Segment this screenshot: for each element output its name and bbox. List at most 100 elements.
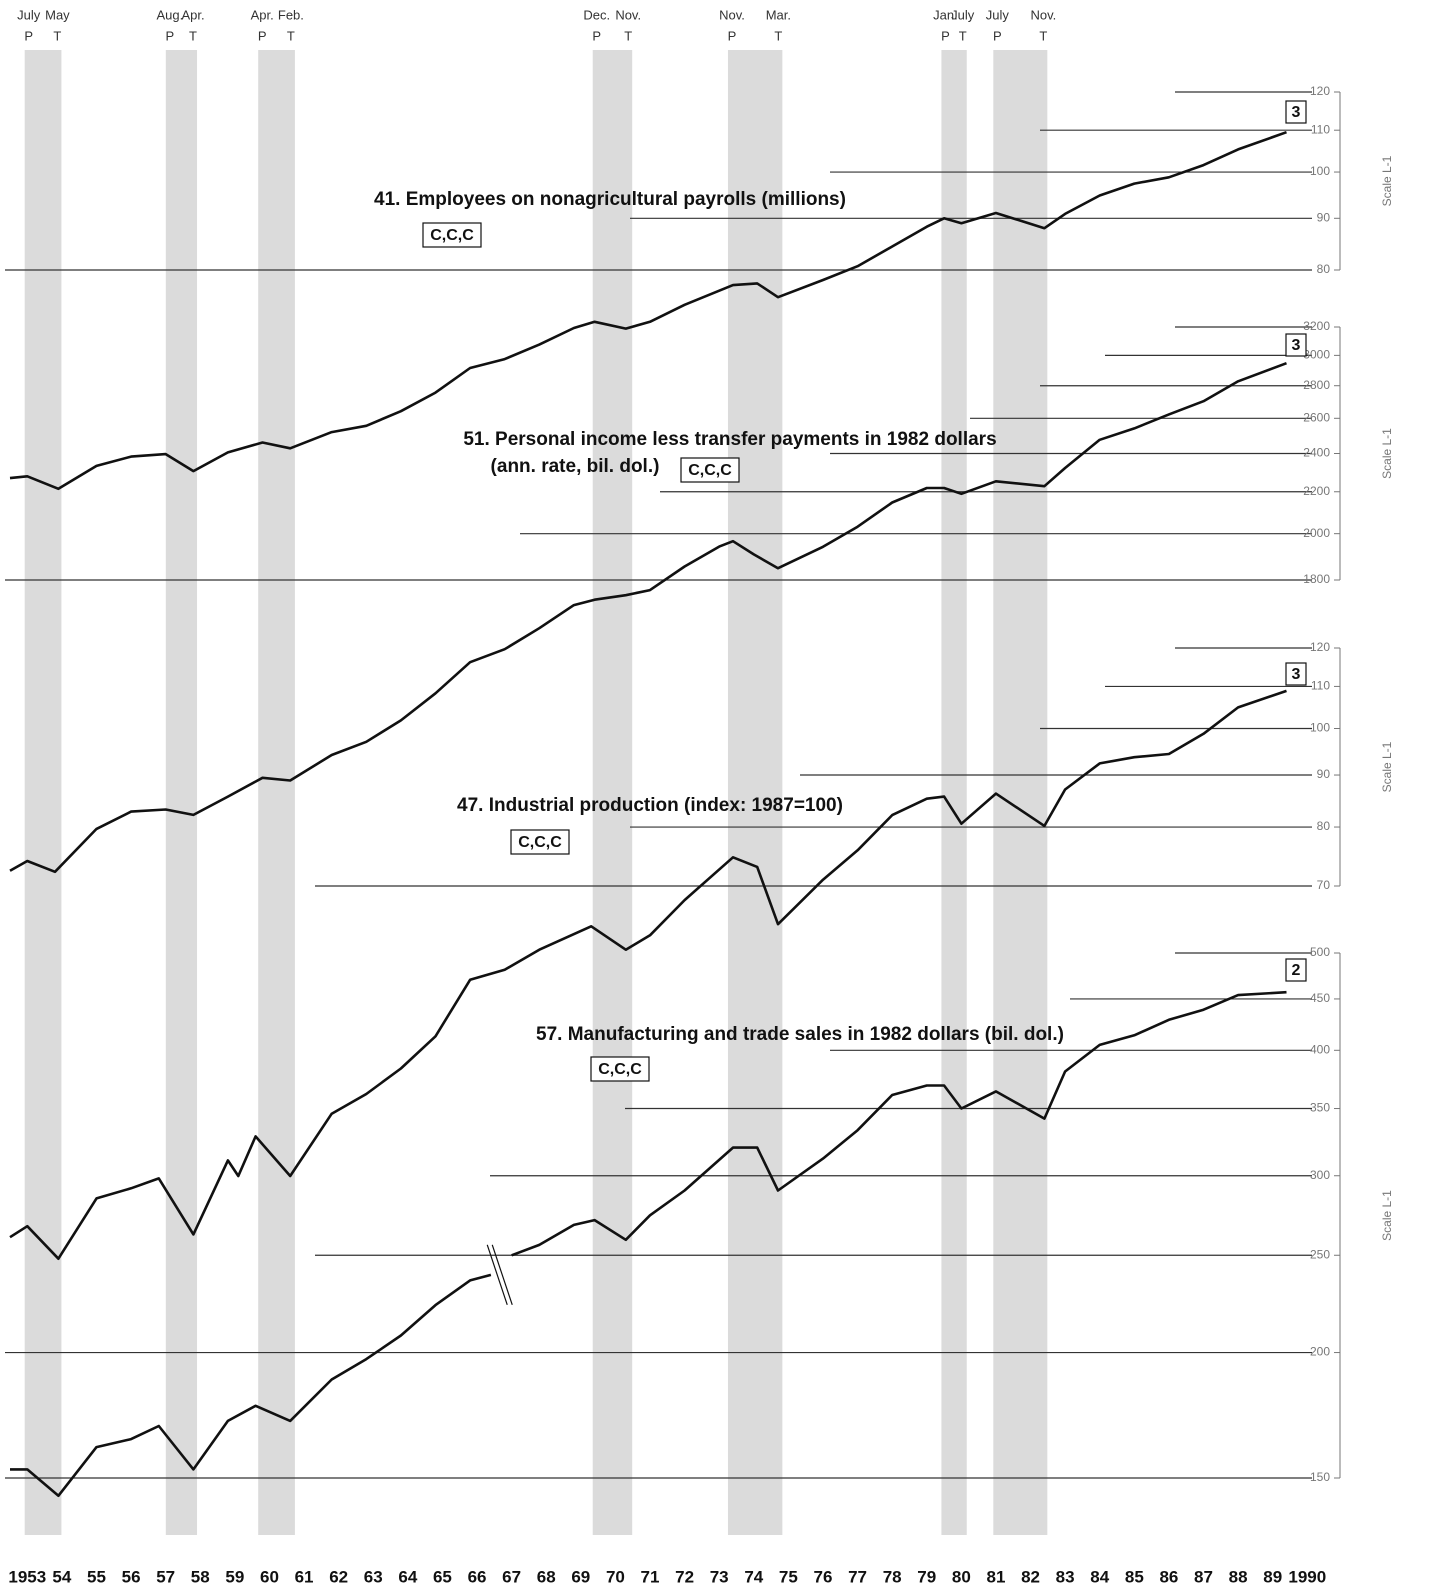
y-tick-label: 2200 xyxy=(1303,484,1330,498)
turning-point-phase: T xyxy=(774,28,782,43)
x-tick-label: 83 xyxy=(1056,1567,1075,1586)
line-layer xyxy=(9,130,1287,1498)
x-tick-label: 82 xyxy=(1021,1567,1040,1586)
code-label: C,C,C xyxy=(430,227,474,244)
y-tick-label: 110 xyxy=(1311,122,1330,136)
x-tick-label: 74 xyxy=(744,1567,763,1586)
turning-point-phase: T xyxy=(53,28,61,43)
turning-point-month: Mar. xyxy=(766,7,791,22)
y-tick-label: 400 xyxy=(1310,1042,1330,1056)
turning-point-phase: T xyxy=(189,28,197,43)
x-tick-label: 72 xyxy=(675,1567,694,1586)
turning-point-phase: T xyxy=(1039,28,1047,43)
y-tick-label: 70 xyxy=(1317,878,1331,892)
turning-point-phase: T xyxy=(287,28,295,43)
y-tick-label: 2000 xyxy=(1303,526,1330,540)
turning-point-month: July xyxy=(17,7,41,22)
x-tick-label: 87 xyxy=(1194,1567,1213,1586)
panel-title: 51. Personal income less transfer paymen… xyxy=(463,429,996,450)
code-box xyxy=(422,222,482,248)
turning-point-month: Nov. xyxy=(615,7,641,22)
x-tick-label: 88 xyxy=(1229,1567,1248,1586)
x-tick-label: 80 xyxy=(952,1567,971,1586)
turning-point-month: July xyxy=(951,7,975,22)
code-label: C,C,C xyxy=(688,462,732,479)
axis-scale-label: Scale L-1 xyxy=(1380,428,1394,479)
y-tick-label: 90 xyxy=(1317,210,1331,224)
turning-point-month: July xyxy=(986,7,1010,22)
x-tick-label: 55 xyxy=(87,1567,106,1586)
break-mark xyxy=(491,1244,513,1306)
turning-point-phase: P xyxy=(592,28,601,43)
turning-point-phase: P xyxy=(165,28,174,43)
x-tick-label: 76 xyxy=(814,1567,833,1586)
x-tick-label: 62 xyxy=(329,1567,348,1586)
y-tick-label: 450 xyxy=(1310,991,1330,1005)
badge-box xyxy=(1285,333,1307,357)
turning-point-month: Dec. xyxy=(583,7,610,22)
x-tick-label: 73 xyxy=(710,1567,729,1586)
grid-layer xyxy=(5,91,1341,1479)
code-box xyxy=(590,1056,650,1082)
y-tick-label: 100 xyxy=(1310,164,1330,178)
x-tick-label: 69 xyxy=(571,1567,590,1586)
code-box xyxy=(680,457,740,483)
y-tick-label: 3200 xyxy=(1303,319,1330,333)
x-tick-label: 84 xyxy=(1090,1567,1109,1586)
x-tick-label: 68 xyxy=(537,1567,556,1586)
turning-point-phase: P xyxy=(24,28,33,43)
x-tick-label: 65 xyxy=(433,1567,452,1586)
turning-point-phase: T xyxy=(959,28,967,43)
recession-band xyxy=(24,50,62,1535)
x-tick-label: 75 xyxy=(779,1567,798,1586)
x-tick-label: 77 xyxy=(848,1567,867,1586)
axis-scale-label: Scale L-1 xyxy=(1380,155,1394,206)
turning-point-month: May xyxy=(45,7,70,22)
badge-box xyxy=(1285,662,1307,686)
x-tick-label: 86 xyxy=(1159,1567,1178,1586)
recession-band xyxy=(592,50,633,1535)
panel-subtitle: (ann. rate, bil. dol.) xyxy=(491,456,660,477)
y-tick-label: 200 xyxy=(1310,1345,1330,1359)
break-mark xyxy=(486,1244,508,1306)
y-tick-label: 2800 xyxy=(1303,378,1330,392)
x-tick-label: 63 xyxy=(364,1567,383,1586)
y-tick-label: 2600 xyxy=(1303,410,1330,424)
turning-point-month: Aug. xyxy=(156,7,183,22)
x-tick-label: 79 xyxy=(917,1567,936,1586)
series-line xyxy=(9,361,1287,874)
y-tick-label: 2400 xyxy=(1303,446,1330,460)
badge-label: 3 xyxy=(1292,104,1301,121)
badge-label: 3 xyxy=(1292,337,1301,354)
panel-title: 47. Industrial production (index: 1987=1… xyxy=(457,795,843,816)
turning-point-month: Jan. xyxy=(933,7,958,22)
x-tick-label: 54 xyxy=(52,1567,71,1586)
badge-label: 2 xyxy=(1292,962,1301,979)
x-tick-label: 89 xyxy=(1263,1567,1282,1586)
x-tick-label: 67 xyxy=(502,1567,521,1586)
series-line xyxy=(9,130,1287,491)
axis-scale-label: Scale L-1 xyxy=(1380,1190,1394,1241)
y-tick-label: 120 xyxy=(1310,640,1330,654)
turning-point-phase: P xyxy=(941,28,950,43)
y-tick-label: 80 xyxy=(1317,819,1331,833)
x-tick-label: 1953 xyxy=(8,1567,46,1586)
turning-point-month: Nov. xyxy=(1030,7,1056,22)
turning-point-month: Apr. xyxy=(181,7,204,22)
recession-band xyxy=(941,50,967,1535)
y-tick-label: 110 xyxy=(1311,679,1330,693)
x-tick-label: 81 xyxy=(986,1567,1005,1586)
recession-band xyxy=(993,50,1048,1535)
x-tick-label: 57 xyxy=(156,1567,175,1586)
code-label: C,C,C xyxy=(518,834,562,851)
x-tick-label: 64 xyxy=(398,1567,417,1586)
x-tick-label: 71 xyxy=(641,1567,660,1586)
recession-band xyxy=(258,50,295,1535)
y-tick-label: 3000 xyxy=(1303,348,1330,362)
y-tick-label: 350 xyxy=(1310,1101,1330,1115)
x-tick-label: 56 xyxy=(122,1567,141,1586)
code-box xyxy=(510,829,570,855)
y-tick-label: 300 xyxy=(1310,1168,1330,1182)
x-tick-label: 59 xyxy=(225,1567,244,1586)
x-tick-label: 1990 xyxy=(1288,1567,1326,1586)
